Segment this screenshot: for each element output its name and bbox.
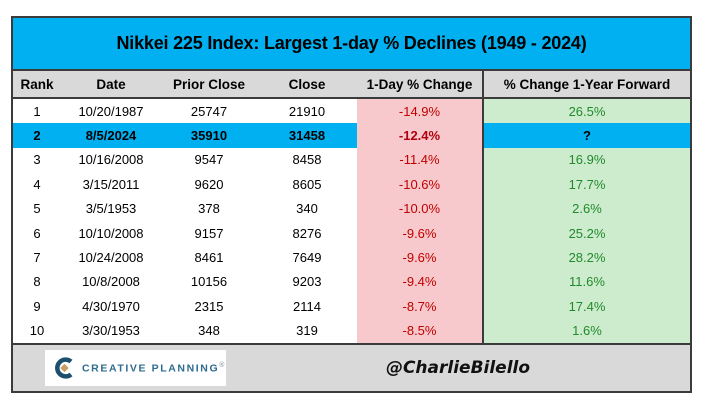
table-cell: 9157 bbox=[194, 225, 224, 241]
table-cell: 2 bbox=[13, 123, 61, 148]
table-cell: 8605 bbox=[292, 176, 322, 192]
table-row: 1 10/20/1987 25747 21910 -14.9% 26.5% bbox=[13, 98, 690, 124]
table-cell: 21910 bbox=[288, 103, 326, 119]
table-cell: 3/5/1953 bbox=[85, 201, 137, 217]
table-cell: 2114 bbox=[293, 298, 321, 314]
creative-planning-logo-text: CREATIVE PLANNING® bbox=[81, 361, 226, 375]
table-cell: 8 bbox=[33, 274, 41, 290]
table-cell: 31458 bbox=[257, 123, 357, 148]
table-row: 8 10/8/2008 10156 9203 -9.4% 11.6% bbox=[13, 269, 690, 295]
column-header-1-year-forward: % Change 1-Year Forward bbox=[482, 71, 690, 99]
table-cell: 25.2% bbox=[482, 220, 690, 246]
table-cell: -11.4% bbox=[357, 147, 483, 173]
table-row: 5 3/5/1953 378 340 -10.0% 2.6% bbox=[13, 196, 690, 221]
table-cell: 28.2% bbox=[482, 245, 690, 270]
author-handle-area: @CharlieBilello bbox=[226, 358, 690, 378]
table-cell: -12.4% bbox=[357, 123, 483, 148]
table-cell: 348 bbox=[198, 323, 220, 339]
table-cell: 17.4% bbox=[482, 294, 690, 319]
declines-table: Rank Date Prior Close Close 1-Day % Chan… bbox=[13, 71, 690, 343]
table-cell: 7 bbox=[33, 250, 41, 266]
table-cell: 2.6% bbox=[482, 196, 690, 221]
table-cell: ? bbox=[482, 123, 690, 148]
creative-planning-logo: CREATIVE PLANNING® bbox=[45, 349, 226, 386]
table-cell: 10 bbox=[29, 323, 45, 339]
table-row: 3 10/16/2008 9547 8458 -11.4% 16.9% bbox=[13, 147, 690, 173]
table-cell: 3/30/1953 bbox=[82, 323, 140, 339]
table-cell: -10.0% bbox=[357, 196, 483, 221]
table-cell: -9.4% bbox=[357, 269, 483, 295]
table-header: Rank Date Prior Close Close 1-Day % Chan… bbox=[13, 71, 690, 99]
trademark-symbol: ® bbox=[219, 361, 226, 369]
page-title: Nikkei 225 Index: Largest 1-day % Declin… bbox=[13, 18, 690, 71]
column-header-1-day-change: 1-Day % Change bbox=[357, 71, 483, 99]
table-cell: 9547 bbox=[194, 152, 224, 168]
table-cell: 35910 bbox=[161, 123, 257, 148]
table-cell: 340 bbox=[296, 201, 318, 217]
table-cell: 5 bbox=[33, 201, 41, 217]
table-row: 6 10/10/2008 9157 8276 -9.6% 25.2% bbox=[13, 220, 690, 246]
table-row: 9 4/30/1970 2315 2114 -8.7% 17.4% bbox=[13, 294, 690, 319]
table-cell: 9620 bbox=[194, 176, 224, 192]
table-cell: 10/20/1987 bbox=[78, 103, 144, 119]
creative-planning-c-icon bbox=[55, 357, 73, 379]
table-cell: 16.9% bbox=[482, 147, 690, 173]
nikkei-declines-table-card: Nikkei 225 Index: Largest 1-day % Declin… bbox=[11, 16, 692, 393]
table-cell: 9 bbox=[33, 298, 41, 314]
column-header-prior-close: Prior Close bbox=[161, 71, 257, 99]
column-header-close: Close bbox=[257, 71, 357, 99]
table-cell: -14.9% bbox=[357, 98, 483, 124]
table-cell: 2315 bbox=[194, 298, 224, 314]
table-cell: 4 bbox=[33, 176, 41, 192]
column-header-rank: Rank bbox=[13, 71, 61, 99]
table-cell: 8458 bbox=[292, 152, 322, 168]
column-header-date: Date bbox=[61, 71, 161, 99]
table-cell: -10.6% bbox=[357, 172, 483, 197]
table-cell: 10/24/2008 bbox=[78, 250, 144, 266]
table-row: 7 10/24/2008 8461 7649 -9.6% 28.2% bbox=[13, 245, 690, 270]
table-cell: 26.5% bbox=[482, 98, 690, 124]
table-cell: 3 bbox=[33, 152, 41, 168]
table-cell: 378 bbox=[198, 201, 220, 217]
table-cell: -8.5% bbox=[357, 318, 483, 343]
table-cell: 8276 bbox=[292, 225, 322, 241]
table-cell: 10/16/2008 bbox=[78, 152, 144, 168]
table-cell: 7649 bbox=[292, 250, 322, 266]
footer-bar: CREATIVE PLANNING® @CharlieBilello bbox=[13, 342, 690, 391]
table-row: 10 3/30/1953 348 319 -8.5% 1.6% bbox=[13, 318, 690, 343]
table-cell: 4/30/1970 bbox=[82, 298, 140, 314]
table-cell: 6 bbox=[33, 225, 41, 241]
table-cell: 3/15/2011 bbox=[82, 176, 140, 192]
table-row: 2 8/5/2024 35910 31458 -12.4%? bbox=[13, 123, 690, 148]
table-cell: 319 bbox=[296, 323, 318, 339]
table-cell: 17.7% bbox=[482, 172, 690, 197]
table-cell: 1 bbox=[33, 103, 41, 119]
table-cell: -8.7% bbox=[357, 294, 483, 319]
table-cell: 8461 bbox=[194, 250, 224, 266]
table-cell: 10/10/2008 bbox=[78, 225, 144, 241]
table-cell: 1.6% bbox=[482, 318, 690, 343]
header-row: Rank Date Prior Close Close 1-Day % Chan… bbox=[13, 71, 690, 99]
table-cell: 10156 bbox=[190, 274, 228, 290]
table-row: 4 3/15/2011 9620 8605 -10.6% 17.7% bbox=[13, 172, 690, 197]
table-cell: -9.6% bbox=[357, 245, 483, 270]
table-cell: -9.6% bbox=[357, 220, 483, 246]
table-cell: 9203 bbox=[292, 274, 322, 290]
table-cell: 8/5/2024 bbox=[61, 123, 161, 148]
table-cell: 10/8/2008 bbox=[82, 274, 140, 290]
author-handle: @CharlieBilello bbox=[385, 357, 531, 378]
table-cell: 25747 bbox=[190, 103, 228, 119]
table-body: 1 10/20/1987 25747 21910 -14.9% 26.5% 2 8/5/202… bbox=[13, 98, 690, 343]
table-cell: 11.6% bbox=[482, 269, 690, 295]
